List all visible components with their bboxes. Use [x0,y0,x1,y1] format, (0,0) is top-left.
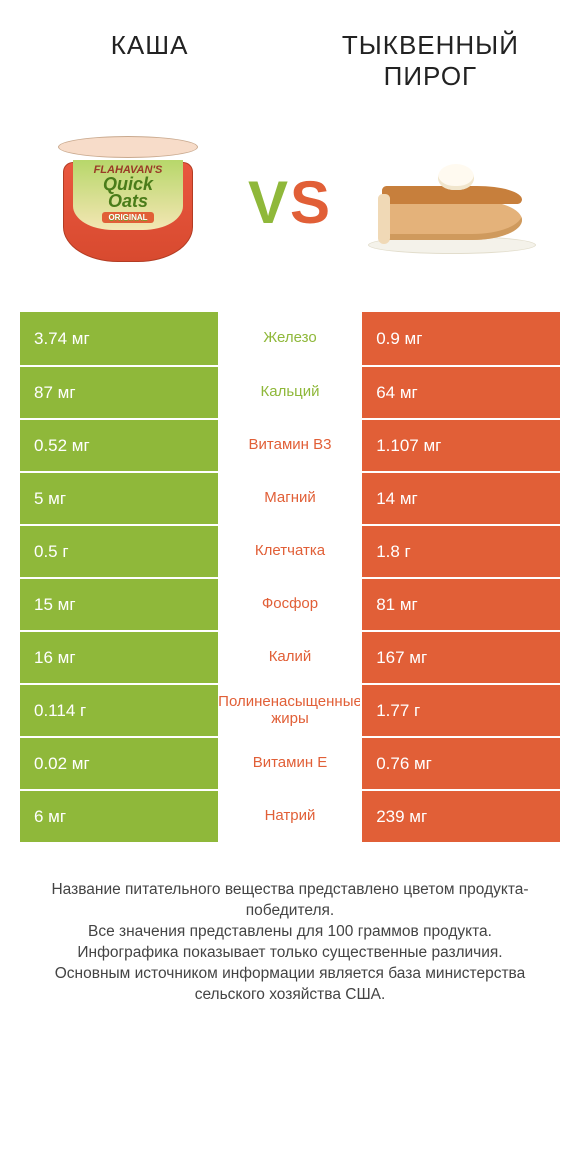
infographic-root: КАША ТЫКВЕННЫЙ ПИРОГ FLAHAVAN'S Quick Oa… [0,0,580,1026]
nutrient-label: Калий [220,632,360,683]
oats-cup-icon: FLAHAVAN'S Quick Oats ORIGINAL [53,142,203,262]
left-value-cell: 3.74 мг [20,312,220,365]
comparison-table: 3.74 мгЖелезо0.9 мг87 мгКальций64 мг0.52… [20,312,560,842]
nutrient-label: Кальций [220,367,360,418]
nutrient-label: Фосфор [220,579,360,630]
right-value-cell: 81 мг [360,579,560,630]
images-row: FLAHAVAN'S Quick Oats ORIGINAL VS [20,122,560,282]
table-row: 0.02 мгВитамин E0.76 мг [20,736,560,789]
nutrient-label: Натрий [220,791,360,842]
right-value-cell: 1.77 г [360,685,560,736]
titles-row: КАША ТЫКВЕННЫЙ ПИРОГ [20,30,560,92]
table-row: 6 мгНатрий239 мг [20,789,560,842]
right-value-cell: 14 мг [360,473,560,524]
left-value-cell: 6 мг [20,791,220,842]
left-value-cell: 0.52 мг [20,420,220,471]
table-row: 0.52 мгВитамин B31.107 мг [20,418,560,471]
right-product-image [344,142,560,262]
footer-line: Все значения представлены для 100 граммо… [44,922,536,943]
oats-main2: Oats [73,193,183,210]
left-value-cell: 15 мг [20,579,220,630]
table-row: 87 мгКальций64 мг [20,365,560,418]
footer-line: Название питательного вещества представл… [44,880,536,922]
right-value-cell: 64 мг [360,367,560,418]
table-row: 0.114 гПолиненасыщенные жиры1.77 г [20,683,560,736]
left-value-cell: 0.02 мг [20,738,220,789]
nutrient-label: Железо [220,312,360,365]
title-left: КАША [20,30,279,61]
table-row: 16 мгКалий167 мг [20,630,560,683]
footer-line: Основным источником информации является … [44,964,536,1006]
left-product-image: FLAHAVAN'S Quick Oats ORIGINAL [20,142,236,262]
nutrient-label: Витамин E [220,738,360,789]
title-right: ТЫКВЕННЫЙ ПИРОГ [301,30,560,92]
nutrient-label: Полиненасыщенные жиры [220,685,360,736]
right-value-cell: 239 мг [360,791,560,842]
vs-s-letter: S [290,169,332,236]
left-value-cell: 87 мг [20,367,220,418]
right-value-cell: 1.107 мг [360,420,560,471]
left-value-cell: 16 мг [20,632,220,683]
footer-line: Инфографика показывает только существенн… [44,943,536,964]
right-value-cell: 0.9 мг [360,312,560,365]
right-value-cell: 0.76 мг [360,738,560,789]
table-row: 0.5 гКлетчатка1.8 г [20,524,560,577]
right-value-cell: 167 мг [360,632,560,683]
table-row: 15 мгФосфор81 мг [20,577,560,630]
nutrient-label: Витамин B3 [220,420,360,471]
pumpkin-pie-icon [362,142,542,262]
nutrient-label: Магний [220,473,360,524]
vs-v-letter: V [248,169,290,236]
right-value-cell: 1.8 г [360,526,560,577]
nutrient-label: Клетчатка [220,526,360,577]
table-row: 5 мгМагний14 мг [20,471,560,524]
oats-tag: ORIGINAL [102,212,153,223]
footer-notes: Название питательного вещества представл… [20,880,560,1006]
left-value-cell: 0.114 г [20,685,220,736]
vs-badge: VS [236,168,344,237]
table-row: 3.74 мгЖелезо0.9 мг [20,312,560,365]
left-value-cell: 5 мг [20,473,220,524]
left-value-cell: 0.5 г [20,526,220,577]
